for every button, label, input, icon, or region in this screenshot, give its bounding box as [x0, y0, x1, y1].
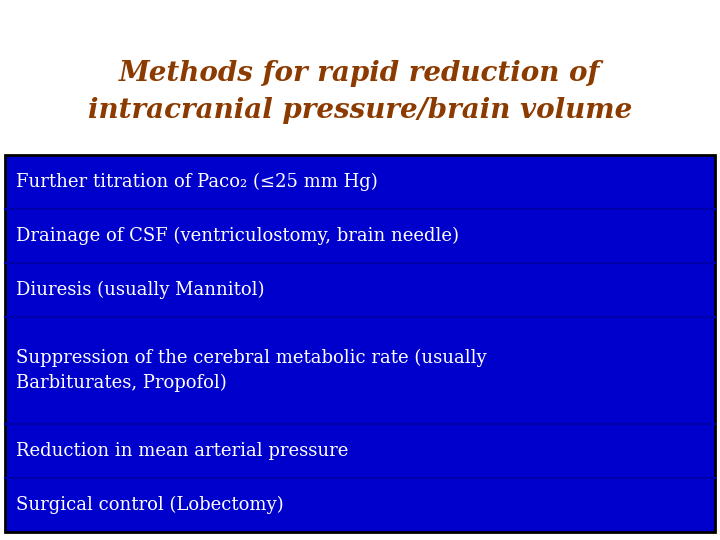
- Text: Suppression of the cerebral metabolic rate (usually
Barbiturates, Propofol): Suppression of the cerebral metabolic ra…: [16, 349, 487, 392]
- Text: Methods for rapid reduction of
intracranial pressure/brain volume: Methods for rapid reduction of intracran…: [88, 59, 632, 124]
- Text: Further titration of Paco₂ (≤25 mm Hg): Further titration of Paco₂ (≤25 mm Hg): [16, 173, 377, 191]
- FancyBboxPatch shape: [5, 155, 715, 532]
- Text: Drainage of CSF (ventriculostomy, brain needle): Drainage of CSF (ventriculostomy, brain …: [16, 227, 459, 245]
- Text: Diuresis (usually Mannitol): Diuresis (usually Mannitol): [16, 280, 264, 299]
- Text: Surgical control (Lobectomy): Surgical control (Lobectomy): [16, 496, 284, 514]
- Text: Reduction in mean arterial pressure: Reduction in mean arterial pressure: [16, 442, 348, 460]
